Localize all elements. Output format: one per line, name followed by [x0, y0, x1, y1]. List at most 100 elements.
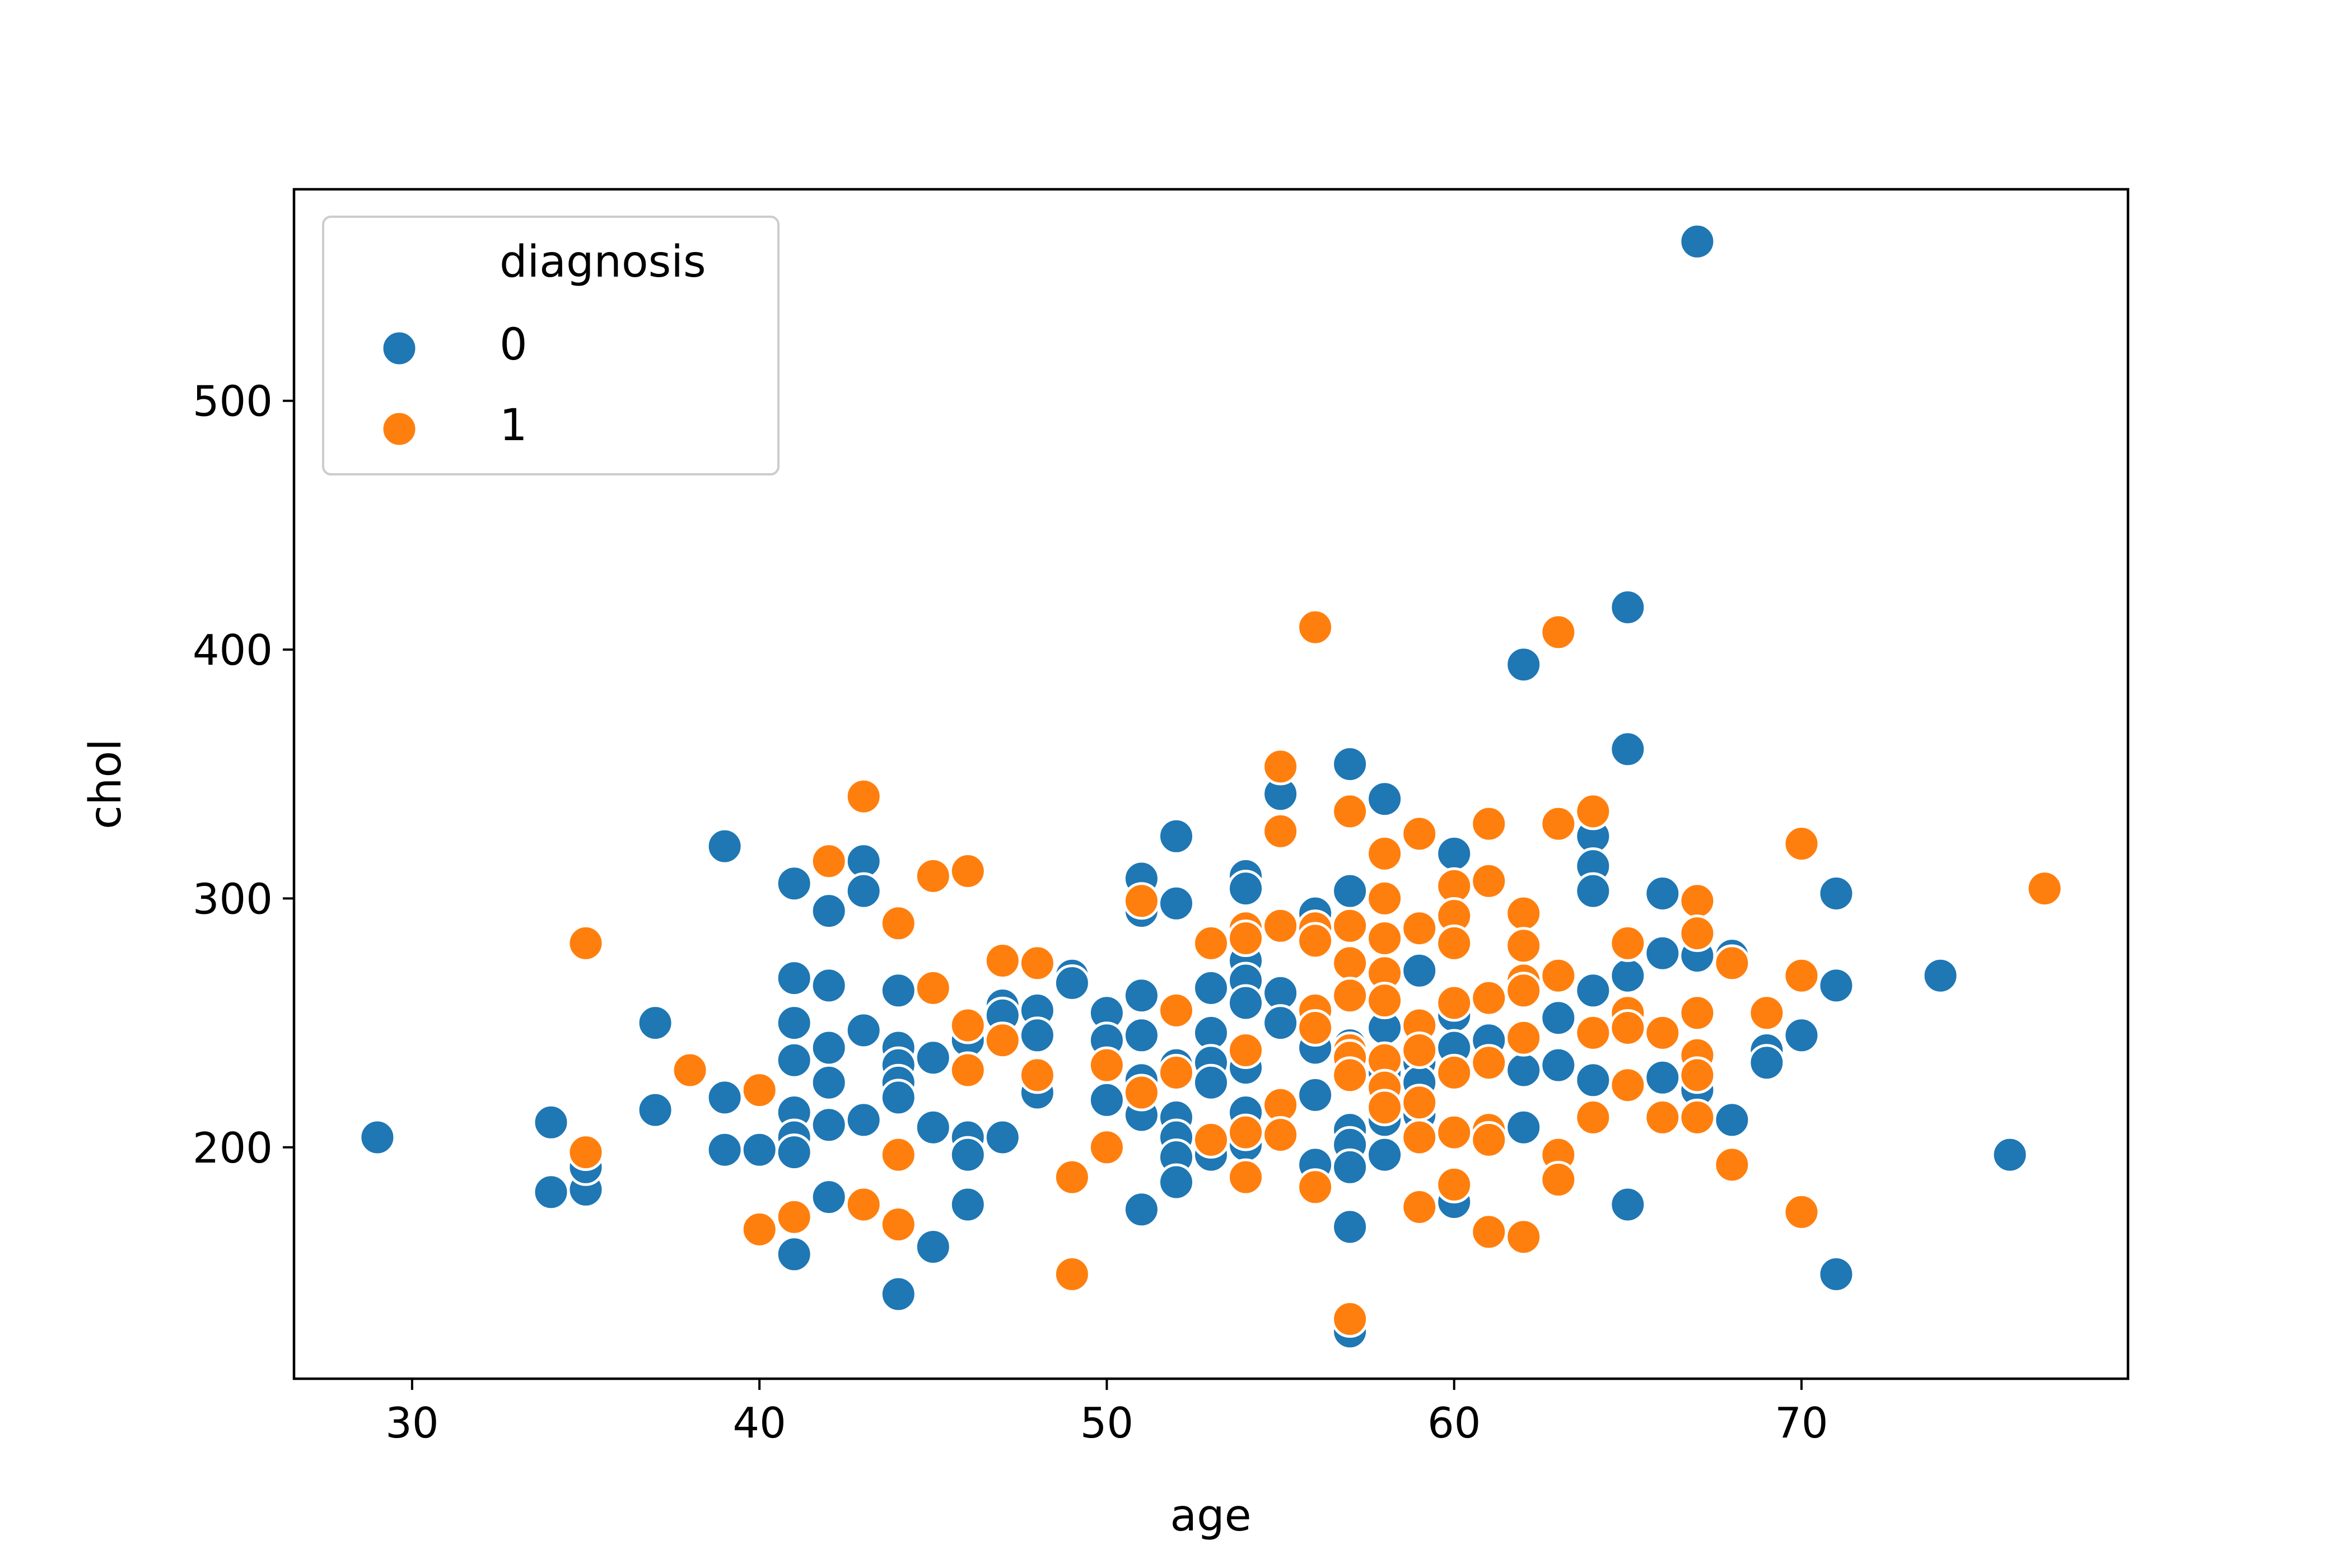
data-point-series-1	[1609, 1009, 1647, 1047]
data-point-series-0	[740, 1131, 778, 1169]
data-point-series-1	[1609, 1066, 1647, 1104]
data-point-series-1	[1470, 862, 1508, 900]
data-point-series-1	[1088, 1046, 1126, 1084]
data-point-series-1	[1470, 805, 1508, 843]
x-axis-label: age	[1170, 1491, 1251, 1541]
data-point-series-1	[1331, 907, 1369, 945]
data-point-series-1	[740, 1210, 778, 1248]
y-tick-label: 200	[193, 1123, 273, 1173]
data-point-series-1	[1435, 984, 1473, 1022]
data-point-series-1	[1331, 944, 1369, 982]
data-point-series-1	[1296, 1009, 1334, 1047]
data-point-series-1	[879, 1136, 917, 1174]
data-point-series-1	[1470, 1044, 1508, 1082]
data-point-series-1	[1331, 792, 1369, 830]
legend-label-0: 0	[500, 320, 528, 370]
data-point-series-0	[810, 1106, 848, 1144]
data-point-series-0	[1921, 956, 1959, 995]
data-point-series-0	[1158, 1163, 1195, 1201]
data-point-series-1	[1505, 1218, 1543, 1256]
data-point-series-0	[844, 872, 883, 910]
data-point-series-0	[775, 1235, 813, 1273]
data-point-series-0	[1192, 969, 1230, 1007]
x-axis-ticks: 30 40 50 60 70	[385, 1379, 1828, 1448]
data-point-series-0	[844, 1011, 883, 1049]
data-point-series-1	[1539, 805, 1578, 843]
data-point-series-0	[1539, 1046, 1578, 1084]
data-point-series-0	[636, 1091, 674, 1129]
x-tick-label: 30	[385, 1398, 438, 1448]
x-tick-label: 60	[1427, 1398, 1481, 1448]
data-point-series-1	[1470, 979, 1508, 1017]
data-point-series-1	[1262, 1116, 1300, 1154]
plot-frame	[292, 188, 2130, 1380]
data-point-series-0	[1644, 1058, 1682, 1096]
data-point-series-1	[1435, 1053, 1473, 1091]
data-point-series-0	[706, 1079, 744, 1117]
data-point-series-0	[1053, 964, 1091, 1002]
data-point-series-0	[1505, 646, 1543, 684]
data-point-series-1	[1678, 914, 1716, 953]
data-point-series-1	[1435, 924, 1473, 962]
data-point-series-1	[1505, 972, 1543, 1010]
data-point-series-0	[1018, 1016, 1056, 1054]
data-point-series-1	[1401, 909, 1439, 948]
points-layer	[358, 222, 2064, 1351]
data-point-series-1	[567, 924, 605, 962]
data-point-series-0	[810, 892, 848, 930]
data-point-series-0	[949, 1186, 987, 1224]
data-point-series-1	[1018, 1056, 1056, 1094]
y-axis-ticks: 200 300 400 500	[193, 377, 294, 1173]
data-point-series-1	[1470, 1121, 1508, 1159]
data-point-series-1	[914, 857, 952, 895]
data-point-series-1	[1782, 825, 1821, 863]
data-point-series-0	[706, 1131, 744, 1169]
data-point-series-1	[879, 904, 917, 942]
data-point-series-0	[1991, 1136, 2029, 1174]
data-point-series-1	[1018, 944, 1056, 982]
data-point-series-1	[1331, 977, 1369, 1015]
data-point-series-1	[1678, 994, 1716, 1032]
data-point-series-0	[1366, 1136, 1404, 1174]
data-point-series-1	[1158, 991, 1195, 1029]
data-point-series-0	[879, 1275, 917, 1313]
data-point-series-1	[1435, 1113, 1473, 1151]
data-point-series-1	[1227, 920, 1264, 957]
data-point-series-0	[1574, 972, 1612, 1010]
data-point-series-1	[1122, 882, 1160, 920]
data-point-series-0	[1435, 834, 1473, 872]
data-point-series-0	[775, 1004, 813, 1042]
data-point-series-1	[1713, 1146, 1751, 1184]
data-point-series-0	[879, 1079, 917, 1117]
data-point-series-0	[1817, 1255, 1855, 1293]
data-point-series-1	[1678, 1098, 1716, 1136]
data-point-series-1	[1609, 924, 1647, 962]
data-point-series-0	[1366, 780, 1404, 818]
data-point-series-0	[532, 1173, 570, 1211]
data-point-series-0	[810, 1178, 848, 1216]
data-point-series-1	[1644, 1014, 1682, 1052]
data-point-series-1	[2026, 870, 2064, 908]
data-point-series-0	[1227, 870, 1264, 908]
data-point-series-0	[1609, 956, 1647, 995]
data-point-series-0	[1331, 1208, 1369, 1246]
data-point-series-1	[1296, 608, 1334, 646]
data-point-series-1	[1227, 1032, 1264, 1069]
data-point-series-0	[949, 1136, 987, 1174]
data-point-series-0	[1192, 1063, 1230, 1102]
data-point-series-1	[1401, 815, 1439, 853]
data-point-series-0	[914, 1228, 952, 1266]
data-point-series-1	[1262, 812, 1300, 850]
data-point-series-0	[1505, 1051, 1543, 1089]
data-point-series-1	[1539, 1161, 1578, 1198]
data-point-series-1	[1262, 748, 1300, 786]
data-point-series-1	[1122, 1074, 1160, 1112]
data-point-series-0	[1574, 872, 1612, 910]
data-point-series-1	[671, 1051, 709, 1089]
data-point-series-1	[1401, 1188, 1439, 1226]
data-point-series-0	[1158, 817, 1195, 855]
data-point-series-0	[810, 1029, 848, 1067]
data-point-series-0	[775, 1133, 813, 1172]
data-point-series-0	[914, 1039, 952, 1077]
data-point-series-1	[1158, 1053, 1195, 1091]
